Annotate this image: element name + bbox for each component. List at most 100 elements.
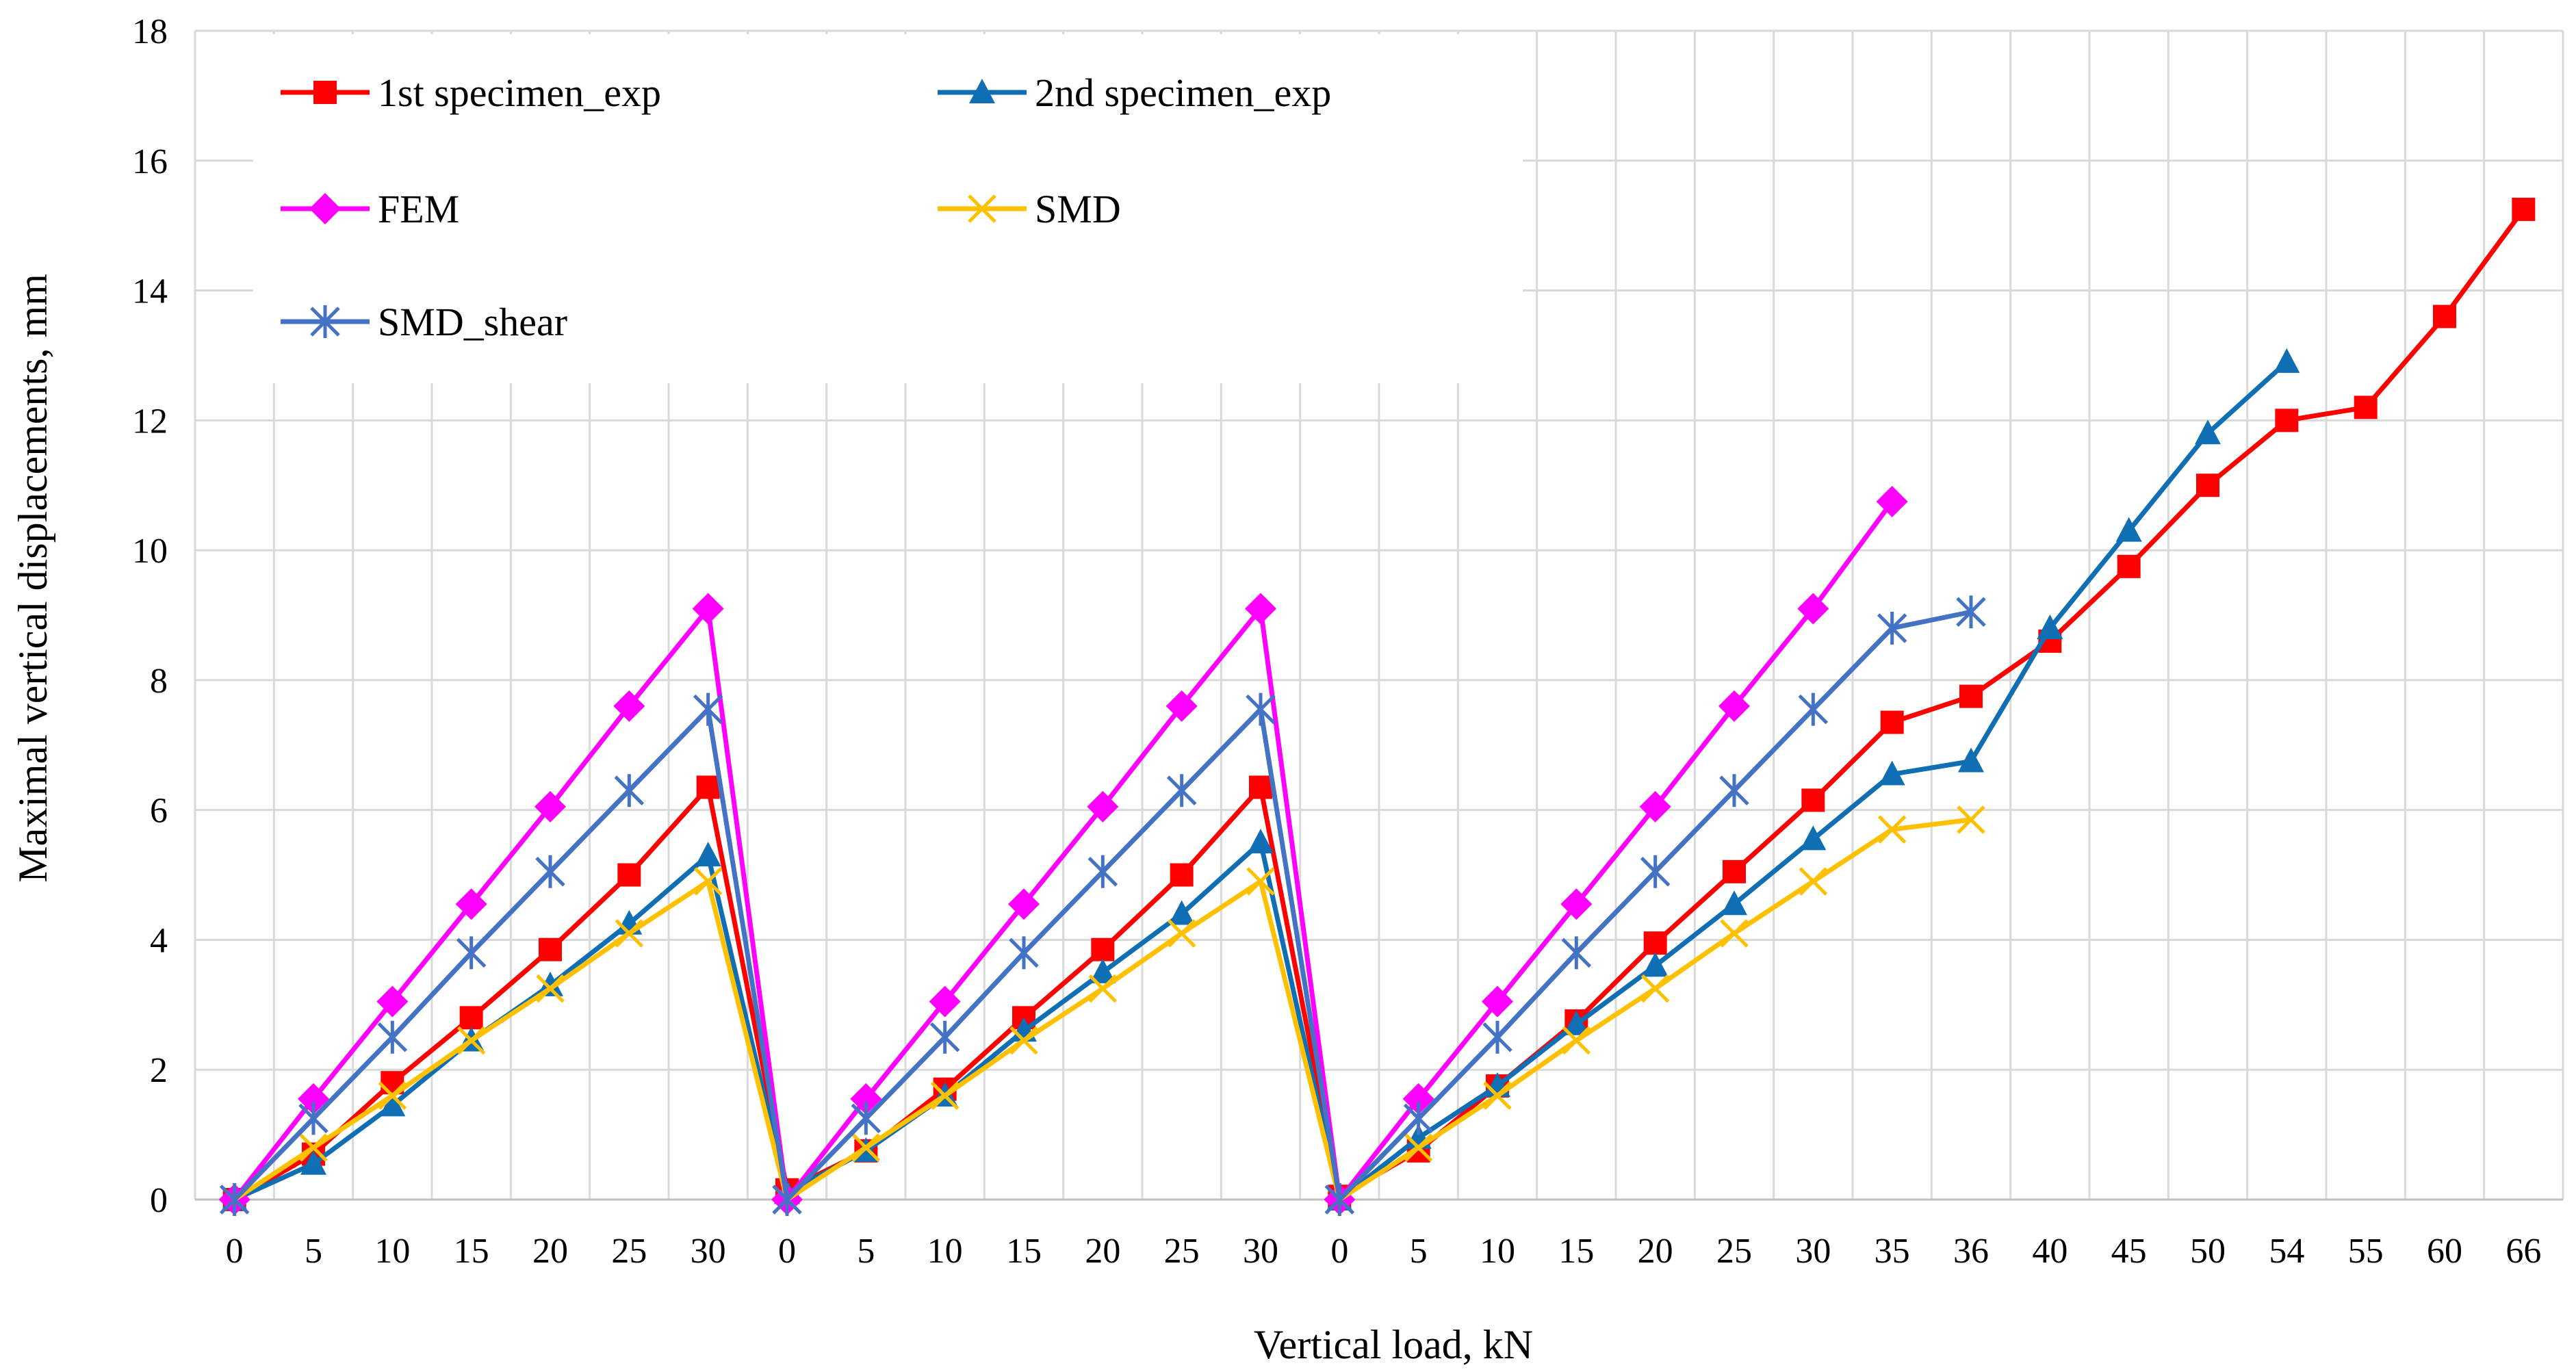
- x-tick-label: 10: [1480, 1232, 1515, 1271]
- data-point: [1008, 888, 1040, 920]
- data-point: [1009, 1026, 1038, 1055]
- legend-label: FEM: [378, 187, 459, 231]
- data-point: [1249, 775, 1272, 799]
- x-tick-label: 30: [691, 1232, 726, 1271]
- data-point: [459, 1006, 483, 1030]
- series-line-fem: [232, 499, 1895, 1202]
- data-point: [1403, 1102, 1434, 1135]
- data-point: [378, 1081, 407, 1110]
- data-point: [850, 1083, 882, 1115]
- x-tick-label: 60: [2427, 1232, 2462, 1271]
- x-tick-label: 55: [2348, 1232, 2384, 1271]
- x-tick-label: 15: [454, 1232, 489, 1271]
- data-point: [299, 1133, 328, 1162]
- data-point: [772, 1183, 802, 1216]
- x-tick-label: 20: [1638, 1232, 1673, 1271]
- x-tick-label: 50: [2190, 1232, 2226, 1271]
- data-point: [1639, 790, 1671, 823]
- data-point: [300, 1150, 326, 1175]
- data-point: [1798, 693, 1829, 726]
- data-point: [456, 1026, 486, 1055]
- x-tick-label: 36: [1953, 1232, 1989, 1271]
- data-point: [1482, 985, 1513, 1018]
- axes: 0 2 4 6 8 10 12 14 16 18 0 5 10 15 20 25 30 0 5 10 15 20 25 30 0…: [132, 12, 2563, 1271]
- data-point: [929, 985, 961, 1018]
- y-tick-label: 0: [150, 1181, 168, 1220]
- y-tick-label: 16: [132, 142, 168, 181]
- x-tick-label: 35: [1875, 1232, 1910, 1271]
- data-point: [1562, 1026, 1591, 1055]
- data-point: [614, 774, 645, 807]
- data-point: [929, 1020, 960, 1054]
- x-tick-label: 30: [1795, 1232, 1831, 1271]
- data-point: [1246, 867, 1275, 896]
- data-point: [615, 919, 644, 948]
- y-tick-label: 2: [150, 1051, 168, 1090]
- legend-marker: [969, 79, 995, 103]
- data-point: [1009, 936, 1039, 970]
- x-tick-label: 15: [1006, 1232, 1042, 1271]
- data-point: [2512, 197, 2536, 221]
- data-point: [1090, 958, 1116, 983]
- data-point: [298, 1083, 329, 1115]
- y-tick-label: 4: [150, 921, 168, 960]
- data-point: [1877, 815, 1907, 844]
- data-point: [2117, 554, 2141, 578]
- data-point: [1956, 595, 1986, 629]
- data-point: [1165, 690, 1198, 722]
- legend-item-smd: SMD: [938, 187, 1121, 231]
- legend-item-1st-specimen-exp: 1st specimen_exp: [281, 70, 661, 115]
- data-point: [692, 593, 724, 625]
- data-point: [617, 863, 641, 887]
- x-tick-label: 20: [1085, 1232, 1120, 1271]
- y-tick-label: 10: [132, 532, 168, 571]
- x-axis-label: Vertical load, kN: [1254, 1322, 1533, 1367]
- data-point: [1876, 485, 1908, 517]
- data-point: [298, 1102, 329, 1135]
- legend-item-fem: FEM: [281, 187, 459, 231]
- x-tick-label: 0: [226, 1232, 244, 1271]
- data-point: [1879, 760, 1905, 786]
- data-point: [1170, 863, 1194, 887]
- data-point: [1087, 790, 1119, 823]
- data-point: [536, 974, 565, 1003]
- x-tick-label: 5: [305, 1232, 322, 1271]
- data-point: [456, 936, 487, 970]
- x-tick-label: 5: [1410, 1232, 1428, 1271]
- data-point: [1719, 774, 1749, 807]
- data-point: [1958, 747, 1984, 773]
- data-point: [1563, 1010, 1590, 1035]
- y-tick-label: 18: [132, 12, 168, 51]
- data-point: [219, 1183, 250, 1216]
- y-axis-label: Maximal vertical displacements, mm: [10, 274, 55, 883]
- data-point: [1877, 611, 1907, 645]
- data-point: [1248, 829, 1274, 854]
- data-point: [534, 790, 566, 823]
- data-point: [1087, 855, 1118, 888]
- data-point: [1800, 825, 1827, 851]
- legend-marker: [309, 193, 341, 224]
- data-point: [1959, 684, 1983, 708]
- data-point: [2115, 517, 2142, 542]
- data-point: [1642, 952, 1669, 977]
- data-point: [1640, 855, 1671, 888]
- data-point: [1723, 859, 1746, 883]
- data-point: [2196, 474, 2219, 497]
- legend-marker: [313, 81, 337, 104]
- data-point: [455, 888, 487, 920]
- x-tick-label: 0: [1330, 1232, 1348, 1271]
- x-tick-label: 25: [611, 1232, 647, 1271]
- data-point: [1561, 936, 1592, 970]
- legend-label: 2nd specimen_exp: [1035, 70, 1331, 115]
- data-point: [2037, 614, 2063, 639]
- y-tick-label: 14: [132, 272, 168, 311]
- legend-marker: [310, 305, 340, 338]
- data-point: [851, 1133, 881, 1162]
- data-point: [1246, 693, 1276, 726]
- data-point: [376, 985, 409, 1018]
- x-tick-label: 40: [2032, 1232, 2068, 1271]
- data-point: [1168, 900, 1195, 925]
- legend: 1st specimen_exp 2nd specimen_exp FEM SMD SM…: [253, 34, 1523, 383]
